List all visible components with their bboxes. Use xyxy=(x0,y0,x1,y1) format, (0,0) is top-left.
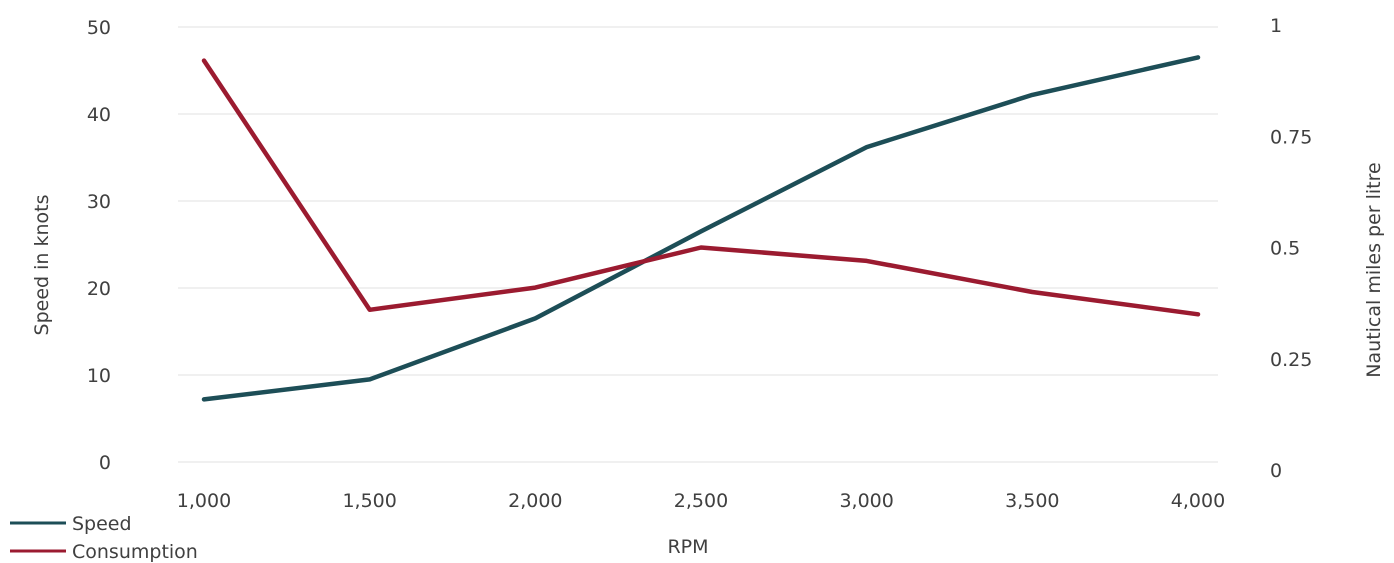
y-tick-label-right: 0 xyxy=(1270,460,1282,482)
y-tick-label-left: 50 xyxy=(87,17,111,39)
gridlines xyxy=(178,26,1218,463)
y-tick-label-left: 20 xyxy=(87,278,111,300)
series-line-consumption xyxy=(201,58,1201,317)
legend-label-consumption: Consumption xyxy=(72,541,198,563)
x-tick-label: 1,500 xyxy=(342,490,396,512)
x-tick-label: 1,000 xyxy=(177,490,231,512)
y-tick-label-right: 0.5 xyxy=(1270,238,1300,260)
y-tick-label-left: 0 xyxy=(99,452,111,474)
legend-label-speed: Speed xyxy=(72,513,132,535)
y-axis-title-right: Nautical miles per litre xyxy=(1363,162,1385,377)
series-line-speed xyxy=(201,55,1201,402)
x-tick-label: 2,000 xyxy=(508,490,562,512)
y-tick-label-left: 30 xyxy=(87,191,111,213)
x-tick-label: 3,500 xyxy=(1005,490,1059,512)
x-axis-title: RPM xyxy=(667,536,708,558)
legend: Speed Consumption xyxy=(10,513,198,563)
y-tick-label-left: 40 xyxy=(87,104,111,126)
series-lines xyxy=(201,55,1201,402)
y-tick-label-right: 0.75 xyxy=(1270,126,1312,148)
x-tick-label: 3,000 xyxy=(839,490,893,512)
y-tick-label-right: 0.25 xyxy=(1270,349,1312,371)
x-axis-ticks: 1,000 1,500 2,000 2,500 3,000 3,500 4,000 xyxy=(177,490,1225,512)
x-tick-label: 2,500 xyxy=(674,490,728,512)
left-axis-ticks: 0 10 20 30 40 50 xyxy=(87,17,111,474)
y-tick-label-left: 10 xyxy=(87,365,111,387)
y-axis-title-left: Speed in knots xyxy=(31,195,53,336)
y-tick-label-right: 1 xyxy=(1270,15,1282,37)
right-axis-ticks: 0 0.25 0.5 0.75 1 xyxy=(1270,15,1312,482)
x-tick-label: 4,000 xyxy=(1171,490,1225,512)
